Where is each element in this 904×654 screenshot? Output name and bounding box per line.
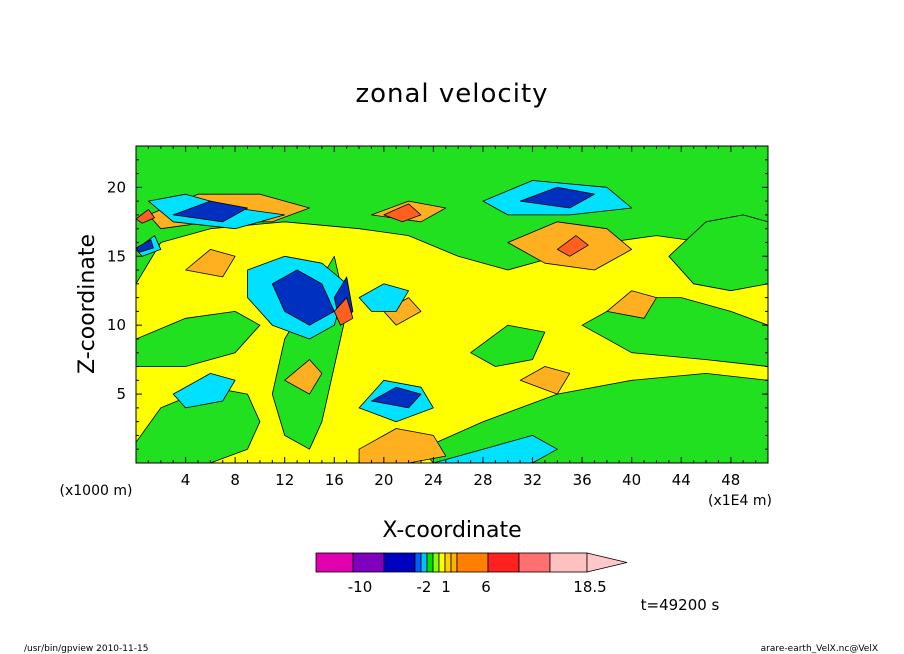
colorbar — [315, 552, 628, 573]
colorbar-label: 1 — [441, 578, 451, 596]
colorbar-swatch — [383, 552, 416, 573]
y-tick-label: 5 — [116, 385, 126, 403]
contour-region-blue — [371, 386, 422, 409]
contour-region-blue — [519, 186, 595, 209]
contour-region-cyan — [432, 434, 558, 463]
plot-area — [136, 146, 768, 463]
x-unit-left: (x1000 m) — [60, 483, 133, 499]
contour-region-orange — [185, 248, 236, 278]
colorbar-swatch — [487, 552, 520, 573]
contour-region-red — [383, 203, 422, 223]
footer-right: arare-earth_VelX.nc@VelX — [761, 644, 878, 654]
x-axis: 4 8 12 16 20 24 28 32 36 40 44 48 — [135, 146, 769, 489]
x-tick-label: 20 — [374, 471, 393, 489]
colorbar-swatch — [426, 552, 434, 573]
colorbar-swatch — [432, 552, 440, 573]
plot-frame — [135, 145, 769, 464]
x-tick-label: 28 — [473, 471, 492, 489]
colorbar-arrow — [586, 552, 628, 573]
contour-region-blue — [172, 200, 248, 223]
colorbar-label: 18.5 — [573, 578, 606, 596]
x-tick-label: 8 — [230, 471, 240, 489]
colorbar-swatch — [456, 552, 489, 573]
contour-region-orange — [358, 428, 447, 463]
y-tick-label: 10 — [107, 316, 126, 334]
contour-region-red — [333, 297, 354, 326]
colorbar-swatch — [420, 552, 428, 573]
contour-region-green — [668, 214, 768, 292]
x-tick-label: 4 — [181, 471, 191, 489]
contour-region-green — [136, 310, 261, 367]
x-tick-label: 16 — [325, 471, 344, 489]
contour-region-green — [136, 386, 261, 463]
contour-region-blue — [136, 239, 154, 253]
x-tick-label: 12 — [275, 471, 294, 489]
y-axis: 5 10 15 20 — [107, 145, 768, 450]
colorbar-swatch — [518, 552, 551, 573]
time-label: t=49200 s — [641, 596, 720, 614]
contour-region-red — [556, 235, 589, 257]
contour-region-cyan — [172, 372, 236, 409]
contour-region-orange — [606, 290, 657, 319]
contour-region-green — [470, 324, 546, 367]
x-axis-label: X-coordinate — [382, 518, 521, 543]
x-tick-label: 24 — [424, 471, 443, 489]
x-tick-label: 44 — [672, 471, 691, 489]
y-axis-label: Z-coordinate — [75, 234, 100, 374]
colorbar-swatch — [444, 552, 452, 573]
colorbar-swatch — [549, 552, 588, 573]
y-tick-label: 15 — [107, 247, 126, 265]
contour-region-red — [136, 208, 156, 224]
chart-title: zonal velocity — [355, 79, 548, 109]
colorbar-swatch — [352, 552, 385, 573]
x-tick-label: 36 — [573, 471, 592, 489]
colorbar-swatch — [315, 552, 354, 573]
colorbar-label: -10 — [348, 578, 373, 596]
colorbar-swatch — [438, 552, 446, 573]
x-tick-label: 40 — [622, 471, 641, 489]
colorbar-swatch — [414, 552, 422, 573]
colorbar-label: -2 — [417, 578, 432, 596]
y-tick-label: 20 — [107, 178, 126, 196]
contour-region-orange — [519, 366, 571, 395]
contour-region-orange — [284, 359, 323, 395]
colorbar-label: 6 — [481, 578, 491, 596]
footer-left: /usr/bin/gpview 2010-11-15 — [24, 644, 148, 654]
x-tick-label: 32 — [523, 471, 542, 489]
contour-region-cyan — [358, 283, 410, 312]
contour-region-green — [420, 372, 768, 463]
contour-regions — [136, 146, 768, 463]
x-tick-label: 48 — [721, 471, 740, 489]
colorbar-labels: -10 -2 1 6 18.5 — [348, 578, 607, 596]
colorbar-swatch — [450, 552, 458, 573]
x-unit-right: (x1E4 m) — [708, 493, 772, 509]
